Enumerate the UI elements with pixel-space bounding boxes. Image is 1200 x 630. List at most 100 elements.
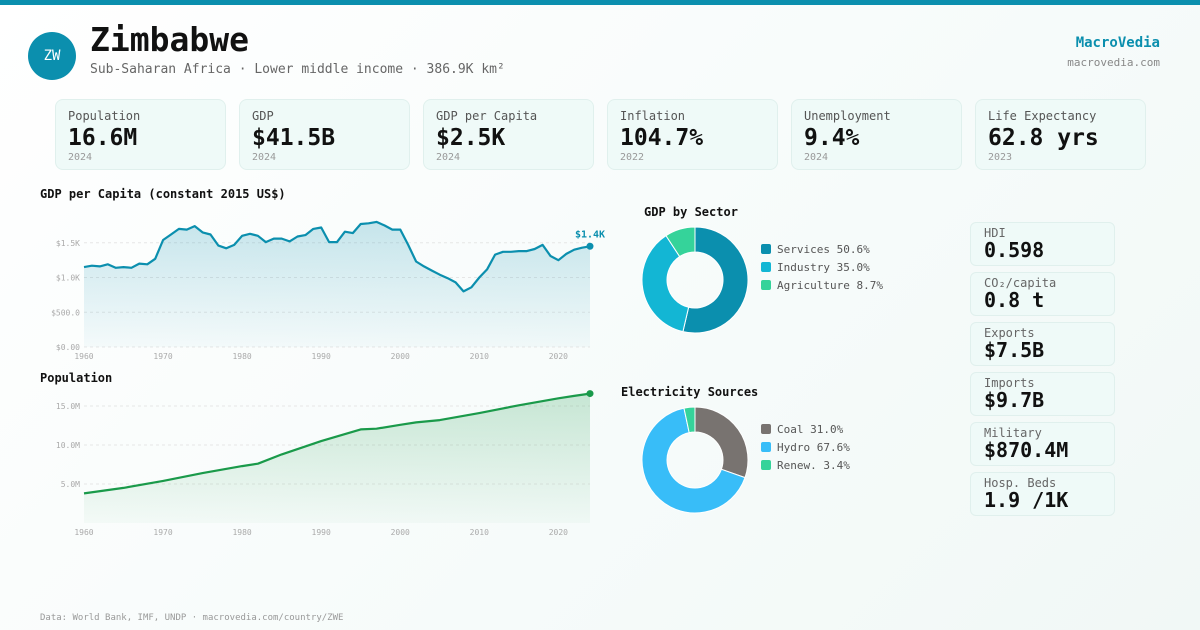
legend-swatch bbox=[761, 460, 771, 470]
stat-label: Population bbox=[68, 109, 141, 123]
gdp-per-capita-chart: $0.00 $500.0 $1.0K $1.5K 1960 1970 1980 1990 200… bbox=[51, 220, 605, 361]
x-tick-label: 1970 bbox=[153, 352, 172, 361]
legend-swatch bbox=[761, 424, 771, 434]
stat-year: 2024 bbox=[436, 152, 461, 163]
x-tick-label: 2000 bbox=[391, 352, 410, 361]
stat-year: 2022 bbox=[620, 152, 645, 163]
stat-value: $41.5B bbox=[252, 125, 336, 151]
side-card-label: Hosp. Beds bbox=[984, 476, 1057, 490]
stat-card-gdp-per-capita: GDP per Capita $2.5K 2024 bbox=[423, 99, 594, 170]
stat-year: 2023 bbox=[988, 152, 1013, 163]
side-card-value: 0.598 bbox=[984, 238, 1045, 262]
top-accent-bar bbox=[0, 0, 1200, 5]
stat-value: 104.7% bbox=[620, 125, 704, 151]
stat-card-gdp: GDP $41.5B 2024 bbox=[239, 99, 410, 170]
side-card-co2: CO₂/capita 0.8 t bbox=[970, 272, 1115, 316]
end-value-label: 16.6M bbox=[575, 385, 605, 388]
population-chart: 5.0M 10.0M 15.0M 1960 1970 1980 1990 2000 2010 20… bbox=[56, 385, 605, 537]
footer-source: Data: World Bank, IMF, UNDP · macrovedia… bbox=[40, 613, 344, 623]
legend-swatch bbox=[761, 280, 771, 290]
x-tick-label: 1960 bbox=[74, 352, 93, 361]
x-tick-label: 2020 bbox=[549, 352, 568, 361]
x-tick-label: 2010 bbox=[470, 352, 489, 361]
electricity-sources-donut: Coal 31.0% Hydro 67.6% Renew. 3.4% bbox=[641, 406, 850, 514]
gdp-chart-title: GDP per Capita (constant 2015 US$) bbox=[40, 187, 286, 201]
donut-slice-industry bbox=[641, 234, 690, 333]
stat-label: Unemployment bbox=[804, 109, 891, 123]
y-tick-label: 10.0M bbox=[56, 441, 80, 450]
side-card-label: CO₂/capita bbox=[984, 276, 1057, 290]
side-card-hdi: HDI 0.598 bbox=[970, 222, 1115, 266]
legend-label: Renew. 3.4% bbox=[777, 459, 850, 472]
stat-year: 2024 bbox=[804, 152, 829, 163]
stat-value: 16.6M bbox=[68, 125, 138, 151]
side-card-imports: Imports $9.7B bbox=[970, 372, 1115, 416]
x-tick-label: 1990 bbox=[312, 528, 331, 537]
series-line bbox=[83, 220, 591, 293]
x-tick-label: 2020 bbox=[549, 528, 568, 537]
stat-card-unemployment: Unemployment 9.4% 2024 bbox=[791, 99, 962, 170]
series-line bbox=[83, 392, 591, 495]
side-card-label: Military bbox=[984, 426, 1042, 440]
legend-swatch bbox=[761, 262, 771, 272]
y-tick-label: $1.0K bbox=[56, 274, 80, 283]
x-tick-label: 1980 bbox=[232, 528, 251, 537]
legend-swatch bbox=[761, 442, 771, 452]
legend-label: Coal 31.0% bbox=[777, 423, 844, 436]
donut-slice-agriculture bbox=[665, 226, 696, 258]
x-tick-label: 2010 bbox=[470, 528, 489, 537]
side-card-value: $9.7B bbox=[984, 388, 1045, 412]
end-point bbox=[586, 390, 594, 398]
electricity-chart-title: Electricity Sources bbox=[621, 385, 759, 399]
side-card-label: HDI bbox=[984, 226, 1006, 240]
donut-slice-hydro bbox=[641, 407, 746, 514]
country-code-badge: ZW bbox=[28, 32, 76, 80]
side-card-value: 0.8 t bbox=[984, 288, 1045, 312]
y-tick-label: $500.0 bbox=[51, 308, 80, 317]
stat-value: 9.4% bbox=[804, 125, 860, 151]
donut-slice-renew bbox=[683, 406, 696, 434]
stat-year: 2024 bbox=[68, 152, 93, 163]
gdp-by-sector-donut: Services 50.6% Industry 35.0% Agriculture … bbox=[641, 226, 883, 334]
stat-value: 62.8 yrs bbox=[988, 125, 1099, 151]
page-subtitle: Sub-Saharan Africa · Lower middle income… bbox=[90, 62, 505, 77]
y-tick-label: 15.0M bbox=[56, 402, 80, 411]
stat-label: GDP bbox=[252, 109, 274, 123]
x-tick-label: 2000 bbox=[391, 528, 410, 537]
stat-label: Life Expectancy bbox=[988, 109, 1097, 123]
area-fill bbox=[84, 221, 590, 347]
x-tick-label: 1960 bbox=[74, 528, 93, 537]
y-tick-label: $1.5K bbox=[56, 239, 80, 248]
stat-value: $2.5K bbox=[436, 125, 506, 151]
sector-chart-title: GDP by Sector bbox=[644, 205, 738, 219]
y-tick-label: 5.0M bbox=[61, 480, 80, 489]
x-tick-label: 1990 bbox=[312, 352, 331, 361]
legend-label: Services 50.6% bbox=[777, 243, 870, 256]
population-chart-title: Population bbox=[40, 371, 113, 385]
x-tick-label: 1970 bbox=[153, 528, 172, 537]
side-card-value: $870.4M bbox=[984, 438, 1069, 462]
page-title: Zimbabwe bbox=[90, 20, 249, 59]
side-card-value: 1.9 /1K bbox=[984, 488, 1069, 512]
brand-name[interactable]: MacroVedia bbox=[1075, 35, 1160, 51]
stat-card-life-expectancy: Life Expectancy 62.8 yrs 2023 bbox=[975, 99, 1146, 170]
area-fill bbox=[84, 393, 590, 523]
donut-slice-coal bbox=[694, 406, 749, 479]
side-card-military: Military $870.4M bbox=[970, 422, 1115, 466]
side-card-exports: Exports $7.5B bbox=[970, 322, 1115, 366]
y-tick-label: $0.00 bbox=[56, 343, 80, 352]
legend-label: Agriculture 8.7% bbox=[777, 279, 883, 292]
stat-card-inflation: Inflation 104.7% 2022 bbox=[607, 99, 778, 170]
side-card-value: $7.5B bbox=[984, 338, 1045, 362]
side-card-hospital-beds: Hosp. Beds 1.9 /1K bbox=[970, 472, 1115, 516]
side-card-label: Imports bbox=[984, 376, 1035, 390]
donut-slice-services bbox=[682, 226, 749, 334]
x-tick-label: 1980 bbox=[232, 352, 251, 361]
legend-label: Industry 35.0% bbox=[777, 261, 870, 274]
legend-label: Hydro 67.6% bbox=[777, 441, 850, 454]
stat-year: 2024 bbox=[252, 152, 277, 163]
stat-card-population: Population 16.6M 2024 bbox=[55, 99, 226, 170]
brand-url[interactable]: macrovedia.com bbox=[1067, 56, 1160, 69]
stat-label: GDP per Capita bbox=[436, 109, 538, 123]
end-point bbox=[586, 242, 594, 250]
